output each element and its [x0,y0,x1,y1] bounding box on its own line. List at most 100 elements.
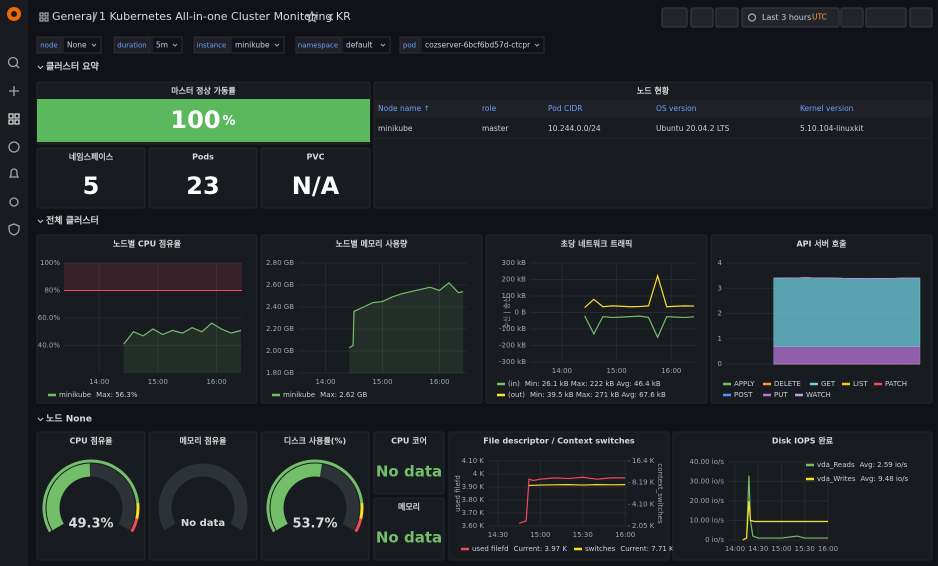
series-line [348,281,464,349]
legend-stat: Min: 39.5 kB Max: 271 kB Avg: 67.6 kB [530,391,666,399]
y-tick-label: -200 kB [499,342,526,350]
section-title[interactable]: 노드 None [46,414,92,425]
dropdown-chevron [380,43,386,47]
legend-entry[interactable]: switches Current: 7.71 K [585,545,674,553]
tv-mode-button[interactable] [909,7,933,28]
section-chevron[interactable] [37,417,44,422]
table-header[interactable]: Kernel version [800,104,854,113]
legend-entry[interactable]: DELETE [774,380,801,388]
legend-name: DELETE [774,380,801,388]
table-cell: 5.10.104-linuxkit [800,124,864,133]
table-header[interactable]: Node name ↑ [378,104,430,113]
sidebar [0,0,28,566]
panel-title: File descriptor / Context switches [483,437,635,446]
table-header[interactable]: OS version [656,104,697,113]
explore-icon[interactable] [8,141,20,153]
zoom-out-button[interactable] [840,7,864,28]
y2-tick-label: 16.4 K [632,457,655,465]
dashboards-icon[interactable] [8,113,20,125]
legend-entry[interactable]: minikube Max: 2.62 GB [283,391,367,399]
legend-stat: Max: 2.62 GB [320,391,367,399]
section-title[interactable]: 클러스터 요약 [46,61,100,73]
panel-title: PVC [307,153,325,162]
panel-title: 네임스페이스 [69,152,114,162]
legend-entry[interactable]: (out) Min: 39.5 kB Max: 271 kB Avg: 67.6 … [508,391,666,399]
legend-entry[interactable]: vda_Writes Avg: 9.48 io/s [817,475,908,483]
section-title[interactable]: 전체 클러스터 [46,215,99,227]
x-tick-label: 15:00 [148,378,168,386]
series-area [123,323,242,373]
topbar-icons [39,7,933,28]
y-tick-label: 2.00 GB [266,347,294,355]
panel-title: Disk IOPS 완료 [772,436,834,446]
legend-entry[interactable]: WATCH [806,391,831,399]
y-tick-label: 10.00 io/s [690,517,725,525]
legend-name: minikube [59,391,91,399]
series-line [742,500,829,541]
legend-entry[interactable]: APPLY [734,380,755,388]
variable-label: pod [403,42,416,50]
add-icon[interactable] [9,86,19,96]
refresh-button[interactable] [865,7,907,28]
clock-icon [747,13,757,22]
panel [148,147,258,209]
time-picker[interactable] [741,7,840,28]
legend-stat: Min: 26.1 kB Max: 222 kB Avg: 46.4 kB [525,380,661,388]
dropdown-chevron [91,43,97,47]
add-panel-button[interactable] [661,7,688,28]
star-icon[interactable] [305,10,319,23]
legend-entry[interactable]: (in) Min: 26.1 kB Max: 222 kB Avg: 46.4 k… [508,380,661,388]
y-tick-label: 2.40 GB [266,303,294,311]
legend-entry[interactable]: PATCH [885,380,907,388]
variable-select[interactable] [420,36,545,54]
panel-title: 노드별 CPU 점유율 [113,239,182,249]
config-icon[interactable] [9,197,19,207]
section-chevron[interactable] [37,219,44,224]
variable-label-box [113,36,151,54]
section-chevron[interactable] [37,65,44,70]
stat-value: 100% [170,106,235,134]
share-icon[interactable] [327,13,334,21]
series-line [584,273,695,308]
legend-name: (in) [508,380,520,388]
dashboard-title[interactable]: 1 Kubernetes All-in-one Cluster Monitori… [99,10,351,23]
variable-select[interactable] [62,36,102,54]
settings-button[interactable] [715,7,739,28]
legend-entry[interactable]: used filefd Current: 3.97 K [472,545,567,553]
legend-entry[interactable]: LIST [853,380,868,388]
x-tick-label: 16:00 [661,367,681,375]
y-tick-label: 1 [718,335,722,343]
y2-tick-label: 2.05 K [632,522,655,530]
variable-label: duration [117,42,146,50]
variable-select[interactable] [230,36,285,54]
stat-value: 23 [186,172,219,200]
variable-label-box [399,36,420,54]
y-tick-label: 3.60 K [462,522,485,530]
breadcrumb-folder[interactable]: General [52,10,95,23]
legend-entry[interactable]: vda_Reads Avg: 2.59 io/s [817,461,908,469]
legend-stat: Current: 3.97 K [514,545,568,553]
time-range[interactable]: Last 3 hours [762,13,811,22]
save-button[interactable] [690,7,714,28]
alerting-icon[interactable] [8,168,20,178]
variable-select[interactable] [151,36,183,54]
variable-label-box [295,36,341,54]
series-line [518,476,626,524]
search-icon[interactable] [7,56,19,68]
table-header[interactable]: Pod CIDR [548,104,582,113]
legend-name: switches [585,545,616,553]
admin-icon[interactable] [8,223,20,236]
legend-entry[interactable]: POST [734,391,753,399]
legend-entry[interactable]: PUT [774,391,788,399]
variable-select[interactable] [341,36,391,54]
legend-entry[interactable]: minikube Max: 56.3% [59,391,138,399]
y-tick-label: 200 kB [502,276,527,284]
panel [260,234,483,404]
series-line [584,315,695,339]
x-tick-label: 14:00 [725,545,745,553]
legend-entry[interactable]: GET [821,380,836,388]
legend-name: used filefd [472,545,509,553]
table-header[interactable]: role [482,104,497,113]
stat-background [37,99,370,142]
